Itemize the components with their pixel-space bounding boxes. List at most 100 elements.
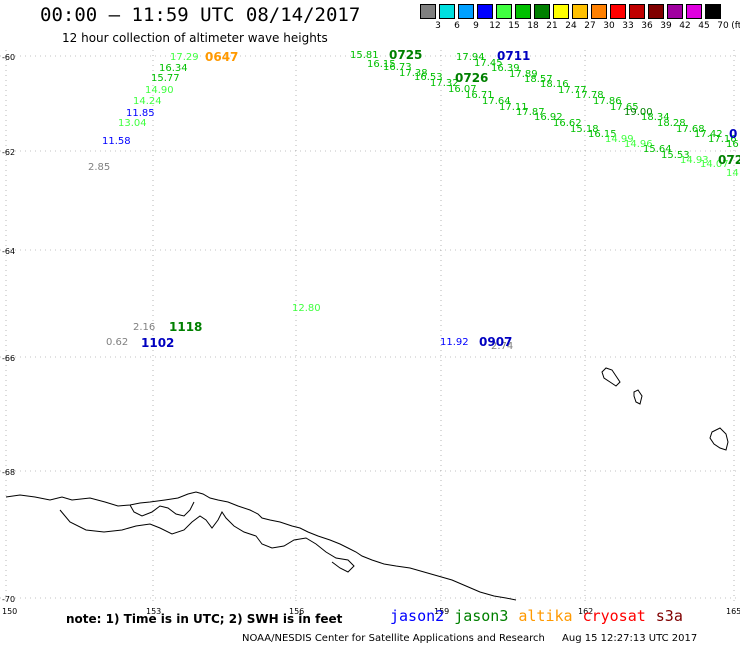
swh-value: 15.77 xyxy=(151,73,180,84)
footer-note: note: 1) Time is in UTC; 2) SWH is in fe… xyxy=(66,612,343,626)
swh-value: 17.86 xyxy=(593,96,622,107)
swh-value: 17.11 xyxy=(499,102,528,113)
legend-label: 45 xyxy=(698,21,710,31)
legend-label: 6 xyxy=(454,21,460,31)
map-title: 00:00 – 11:59 UTC 08/14/2017 xyxy=(40,4,361,26)
swh-value: 14.93 xyxy=(680,155,709,166)
legend-label: 70 xyxy=(717,21,729,31)
credit-agency: NOAA/NESDIS Center for Satellite Applica… xyxy=(242,633,545,644)
swh-value: 17.87 xyxy=(516,107,545,118)
legend-label: 39 xyxy=(660,21,672,31)
legend-label: 12 xyxy=(489,21,501,31)
pass-time-label: 072 xyxy=(718,153,740,167)
satellite-name: jason3 xyxy=(454,607,509,625)
swh-value: 18.16 xyxy=(540,79,569,90)
longitude-label: 153 xyxy=(146,607,161,616)
swh-value: 13.04 xyxy=(118,118,147,129)
swh-value: 16.71 xyxy=(465,90,494,101)
swh-value: 2.16 xyxy=(133,322,155,333)
pass-time-labels: 0647 0725 0711 0726 0 072 1118 1102 0907 xyxy=(141,48,740,350)
island-1 xyxy=(601,367,621,387)
map-subtitle: 12 hour collection of altimeter wave hei… xyxy=(62,31,328,45)
antarctic-coastline xyxy=(5,367,729,601)
latitude-label: -62 xyxy=(2,148,15,157)
swh-value: 11.58 xyxy=(102,136,131,147)
latitude-label: -64 xyxy=(2,247,15,256)
swh-value: 15.53 xyxy=(661,150,690,161)
swh-value: 18.57 xyxy=(524,74,553,85)
swh-value: 18.34 xyxy=(641,112,670,123)
latitude-label: -60 xyxy=(2,53,15,62)
swh-value: 17.78 xyxy=(575,90,604,101)
legend-swatch xyxy=(572,4,588,19)
legend-swatch xyxy=(629,4,645,19)
swh-value: 11.92 xyxy=(440,337,469,348)
satellite-name: altika xyxy=(518,607,573,625)
longitude-label: 159 xyxy=(434,607,449,616)
swh-value: 16.73 xyxy=(383,62,412,73)
satellite-name: cryosat xyxy=(582,607,646,625)
legend-swatch xyxy=(458,4,474,19)
swh-value: 16.07 xyxy=(448,84,477,95)
legend-label: 3 xyxy=(435,21,441,31)
swh-value: 0.62 xyxy=(106,337,128,348)
swh-value: 17.89 xyxy=(509,69,538,80)
swh-value: 11.85 xyxy=(126,108,155,119)
legend-label: 21 xyxy=(546,21,558,31)
swh-value: 16.53 xyxy=(414,72,443,83)
island-2 xyxy=(633,389,643,405)
swh-value: 14 xyxy=(726,168,739,179)
pass-time-label: 1102 xyxy=(141,336,174,350)
legend-swatch xyxy=(439,4,455,19)
swh-value: 16.15 xyxy=(588,129,617,140)
swh-value: 17.68 xyxy=(676,124,705,135)
satellite-legend: jason2 jason3 altika cryosat s3a xyxy=(390,607,693,625)
legend-swatch xyxy=(686,4,702,19)
pass-time-label: 0725 xyxy=(389,48,422,62)
swh-value: 17.16 xyxy=(708,134,737,145)
swh-value: 16.39 xyxy=(491,63,520,74)
legend-swatch xyxy=(705,4,721,19)
swh-value: 17.29 xyxy=(170,52,199,63)
swh-value: 17.38 xyxy=(399,68,428,79)
legend-swatch xyxy=(648,4,664,19)
latitude-label: -68 xyxy=(2,468,15,477)
pass-time-label: 0907 xyxy=(479,335,512,349)
longitude-label: 150 xyxy=(2,607,17,616)
longitude-label: 156 xyxy=(289,607,304,616)
swh-value: 17.64 xyxy=(482,96,511,107)
swh-value: 15.18 xyxy=(570,124,599,135)
swh-value: 15.81 xyxy=(350,50,379,61)
swh-value: 12.80 xyxy=(292,303,321,314)
swh-value: 14.07 xyxy=(700,159,729,170)
legend-label: 27 xyxy=(584,21,596,31)
legend-label: 30 xyxy=(603,21,615,31)
legend-swatch xyxy=(477,4,493,19)
swh-value: 17.45 xyxy=(474,58,503,69)
legend-label: 36 xyxy=(641,21,653,31)
legend-swatch xyxy=(496,4,512,19)
swh-value: 17.32 xyxy=(430,78,459,89)
swh-value: 16.34 xyxy=(159,63,188,74)
swh-value: 14.99 xyxy=(605,134,634,145)
legend-swatch xyxy=(610,4,626,19)
swh-value: 15.64 xyxy=(643,144,672,155)
legend-swatch xyxy=(515,4,531,19)
swh-value: 16.62 xyxy=(553,118,582,129)
lat-lon-grid xyxy=(0,50,740,604)
swh-value: 14.24 xyxy=(133,96,162,107)
legend-label: 42 xyxy=(679,21,691,31)
swh-value: 16.15 xyxy=(367,59,396,70)
legend-swatch xyxy=(420,4,436,19)
swh-value: 14.96 xyxy=(624,139,653,150)
swh-value: 14.90 xyxy=(145,85,174,96)
axis-labels: -60 -62 -64 -66 -68 -70 150 153 156 159 162 165 xyxy=(2,53,740,616)
pass-time-label: 0711 xyxy=(497,49,530,63)
pass-time-label: 0647 xyxy=(205,50,238,64)
footer-credit: NOAA/NESDIS Center for Satellite Applica… xyxy=(242,633,697,644)
legend-swatch xyxy=(667,4,683,19)
pass-time-label: 0726 xyxy=(455,71,488,85)
legend-swatch xyxy=(534,4,550,19)
legend-swatch xyxy=(591,4,607,19)
